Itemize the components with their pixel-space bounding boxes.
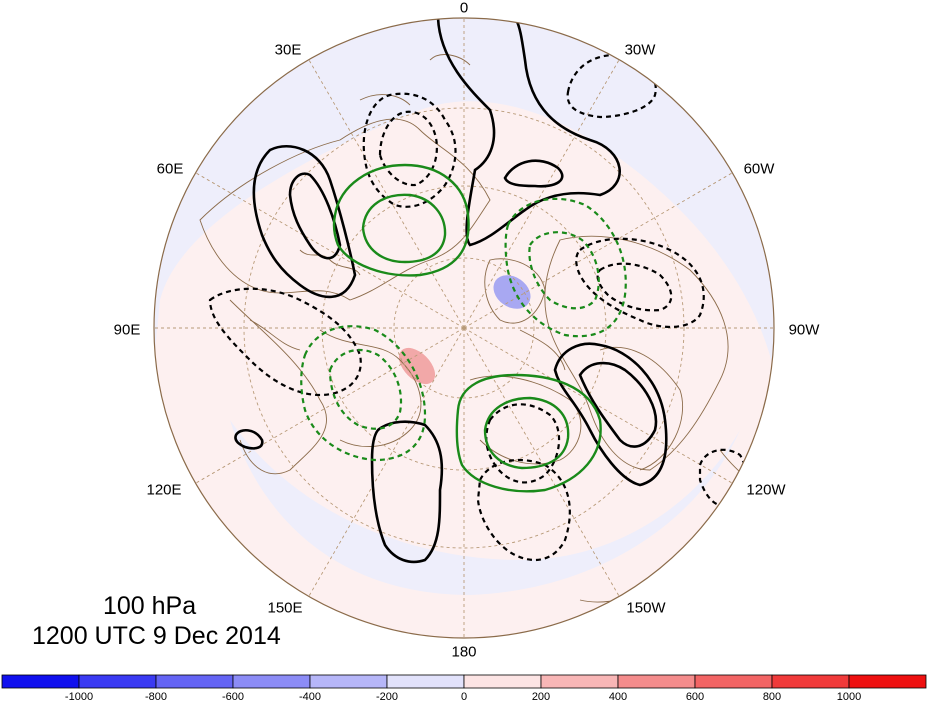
- colorbar-tick-label: 0: [461, 691, 467, 702]
- colorbar-tick-label: -400: [299, 691, 321, 702]
- colorbar-tick-label: 600: [686, 691, 704, 702]
- colorbar-tick-label: 200: [532, 691, 550, 702]
- lon-label-30w: 30W: [624, 41, 656, 59]
- graticule: [154, 18, 774, 638]
- colorbar-swatch: [617, 674, 696, 689]
- colorbar-swatch: [463, 674, 542, 689]
- lon-label-90e: 90E: [113, 321, 141, 339]
- contours-green-solid: [332, 163, 602, 493]
- lon-label-120e: 120E: [146, 481, 182, 499]
- lon-label-150e: 150E: [267, 599, 303, 617]
- lon-label-30e: 30E: [274, 41, 302, 59]
- colorbar-swatch: [540, 674, 619, 689]
- lon-label-0: 0: [459, 0, 469, 17]
- colorbar-swatch: [1, 674, 80, 689]
- colorbar-swatch: [309, 674, 388, 689]
- map-boundary: [153, 17, 775, 639]
- colorbar-swatch: [694, 674, 773, 689]
- shading-blue-anomaly: [493, 275, 531, 309]
- lon-label-60e: 60E: [156, 160, 184, 178]
- colorbar-tick-label: 1000: [837, 691, 861, 702]
- lon-label-180: 180: [451, 643, 477, 661]
- colorbar-tick-label: 400: [609, 691, 627, 702]
- pressure-level-label: 100 hPa: [103, 592, 197, 620]
- lon-label-120w: 120W: [746, 481, 786, 499]
- colorbar-swatch: [771, 674, 850, 689]
- lon-label-90w: 90W: [788, 321, 820, 339]
- contours-black-dashed: [208, 53, 747, 562]
- colorbar-swatch: [78, 674, 157, 689]
- lon-label-150w: 150W: [626, 599, 666, 617]
- valid-time-label: 1200 UTC 9 Dec 2014: [32, 622, 281, 650]
- shading-negative-band: [230, 420, 740, 595]
- colorbar: -1000 -800 -600 -400 -200 0 200 400 600 800 1000: [1, 674, 927, 702]
- colorbar-tick-label: -800: [145, 691, 167, 702]
- lon-label-60w: 60W: [743, 160, 775, 178]
- polar-map: [153, 17, 775, 639]
- colorbar-tick-label: -200: [376, 691, 398, 702]
- colorbar-tick-label: 800: [763, 691, 781, 702]
- contours-green-dashed: [300, 197, 627, 462]
- shading-red-anomaly: [398, 347, 436, 385]
- colorbar-tick-label: -1000: [65, 691, 93, 702]
- colorbar-swatch: [386, 674, 465, 689]
- colorbar-tick-label: -600: [222, 691, 244, 702]
- colorbar-swatch: [232, 674, 311, 689]
- colorbar-swatch: [848, 674, 927, 689]
- colorbar-swatch: [155, 674, 234, 689]
